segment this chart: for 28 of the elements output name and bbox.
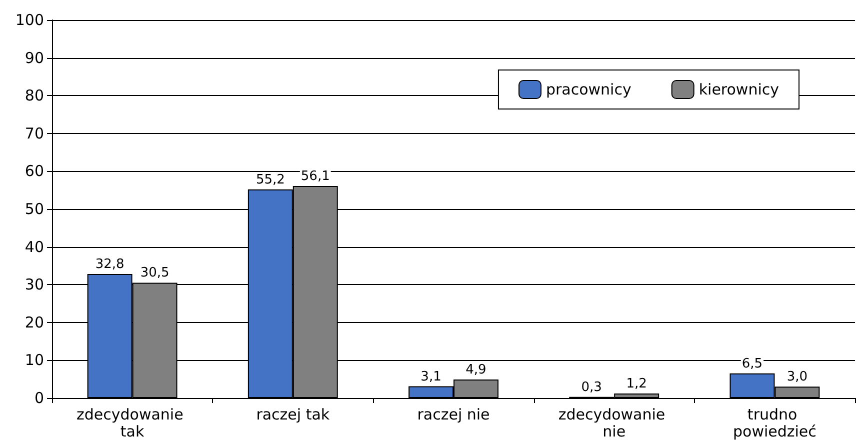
x-tick-label: raczej tak <box>256 406 330 424</box>
data-label: 3,0 <box>786 370 808 385</box>
y-tick-label: 70 <box>24 124 44 142</box>
legend-label: kierownicy <box>698 80 780 98</box>
legend-label: pracownicy <box>546 80 632 98</box>
y-tick-label: 20 <box>24 313 44 332</box>
y-tick-label: 30 <box>24 276 44 294</box>
y-tick-label: 50 <box>24 200 44 218</box>
x-tick-label: zdecydowanie nie <box>558 406 670 440</box>
y-tick-label: 80 <box>24 86 44 105</box>
data-label: 0,3 <box>581 380 602 395</box>
data-label: 55,2 <box>256 172 285 188</box>
data-label: 1,2 <box>626 376 647 392</box>
data-label: 30,5 <box>140 266 170 281</box>
y-tick-label: 40 <box>24 238 44 256</box>
data-label: 4,9 <box>466 362 486 378</box>
data-label: 6,5 <box>742 356 763 372</box>
y-tick-label: 60 <box>24 162 44 180</box>
x-tick-label: trudno powiedzieć <box>732 406 816 440</box>
y-tick-label: 90 <box>24 48 44 67</box>
y-tick-label: 0 <box>34 389 44 407</box>
x-tick-label: raczej nie <box>417 406 490 424</box>
data-label: 56,1 <box>300 168 330 184</box>
x-tick-label: zdecydowanie tak <box>76 406 188 440</box>
y-tick-label: 10 <box>24 351 44 370</box>
y-tick-label: 100 <box>15 11 44 29</box>
data-label: 32,8 <box>95 257 124 272</box>
data-label: 3,1 <box>420 369 442 384</box>
